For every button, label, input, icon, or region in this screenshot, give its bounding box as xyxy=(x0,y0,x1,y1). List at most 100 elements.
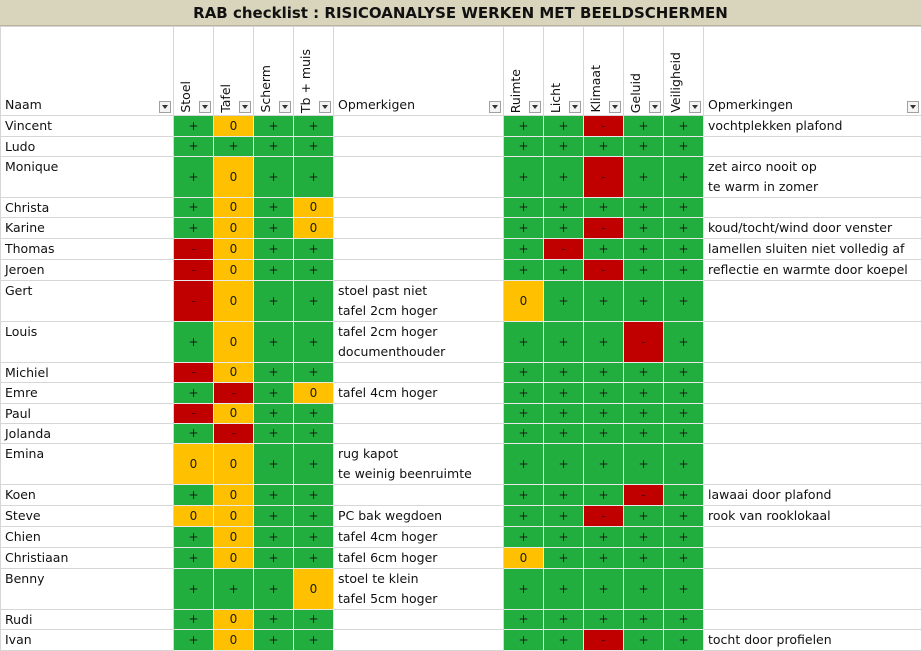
status-cell: + xyxy=(664,548,704,569)
status-cell: 0 xyxy=(214,404,254,424)
name-cell: Chien xyxy=(1,527,174,548)
column-header: Ruimte xyxy=(504,27,544,116)
status-cell: + xyxy=(504,610,544,630)
filter-button[interactable] xyxy=(569,101,581,113)
remark-cell: koud/tocht/wind door venster xyxy=(704,218,921,239)
status-cell: + xyxy=(664,137,704,157)
remark-cell: PC bak wegdoen xyxy=(334,506,504,527)
status-cell: + xyxy=(254,383,294,404)
filter-button[interactable] xyxy=(319,101,331,113)
filter-button[interactable] xyxy=(279,101,291,113)
status-cell: + xyxy=(544,383,584,404)
status-cell: + xyxy=(544,322,584,363)
empty-cell xyxy=(704,137,921,157)
status-cell: + xyxy=(664,218,704,239)
column-header: Stoel xyxy=(174,27,214,116)
status-cell: 0 xyxy=(214,260,254,281)
data-row: Karine+0+0++-++koud/tocht/wind door vens… xyxy=(1,218,921,239)
status-cell: + xyxy=(174,157,214,198)
status-cell: + xyxy=(504,137,544,157)
empty-cell xyxy=(334,260,504,281)
filter-button[interactable] xyxy=(649,101,661,113)
status-cell: + xyxy=(624,506,664,527)
status-cell: + xyxy=(624,444,664,485)
status-cell: 0 xyxy=(214,548,254,569)
filter-button[interactable] xyxy=(609,101,621,113)
filter-button[interactable] xyxy=(199,101,211,113)
status-cell: + xyxy=(584,383,624,404)
empty-cell xyxy=(334,424,504,444)
empty-cell xyxy=(704,198,921,218)
empty-cell xyxy=(334,363,504,383)
status-cell: + xyxy=(254,363,294,383)
status-cell: 0 xyxy=(214,218,254,239)
status-cell: + xyxy=(664,116,704,137)
status-cell: + xyxy=(624,157,664,198)
status-cell: - xyxy=(624,485,664,506)
column-label: Klimaat xyxy=(589,65,603,113)
status-cell: + xyxy=(174,485,214,506)
filter-button[interactable] xyxy=(239,101,251,113)
status-cell: + xyxy=(624,137,664,157)
column-label: Geluid xyxy=(629,73,643,113)
status-cell: + xyxy=(294,485,334,506)
status-cell: + xyxy=(294,281,334,322)
status-cell: + xyxy=(624,363,664,383)
status-cell: 0 xyxy=(214,630,254,651)
empty-cell xyxy=(704,404,921,424)
status-cell: - xyxy=(174,239,214,260)
remark-line: tafel 2cm hoger xyxy=(338,322,503,342)
remark-line: rug kapot xyxy=(338,444,503,464)
status-cell: 0 xyxy=(214,239,254,260)
status-cell: + xyxy=(544,485,584,506)
empty-cell xyxy=(334,157,504,198)
status-cell: + xyxy=(664,404,704,424)
status-cell: + xyxy=(254,116,294,137)
filter-button[interactable] xyxy=(907,101,919,113)
status-cell: + xyxy=(544,444,584,485)
status-cell: + xyxy=(174,424,214,444)
column-label: Naam xyxy=(5,97,173,113)
status-cell: + xyxy=(584,548,624,569)
filter-button[interactable] xyxy=(489,101,501,113)
data-row: Koen+0+++++-+lawaai door plafond xyxy=(1,485,921,506)
empty-cell xyxy=(334,218,504,239)
remark-cell: lawaai door plafond xyxy=(704,485,921,506)
status-cell: + xyxy=(504,157,544,198)
status-cell: + xyxy=(174,322,214,363)
status-cell: + xyxy=(544,137,584,157)
data-row: Vincent+0++++-++vochtplekken plafond xyxy=(1,116,921,137)
filter-button[interactable] xyxy=(689,101,701,113)
status-cell: + xyxy=(624,383,664,404)
data-row: Chien+0++tafel 4cm hoger+++++ xyxy=(1,527,921,548)
filter-button[interactable] xyxy=(529,101,541,113)
remark-line: PC bak wegdoen xyxy=(338,506,503,526)
status-cell: + xyxy=(254,218,294,239)
remark-line: te weinig beenruimte xyxy=(338,464,503,484)
status-cell: - xyxy=(174,260,214,281)
status-cell: + xyxy=(174,527,214,548)
column-label: Tafel xyxy=(219,84,233,113)
remark-line: zet airco nooit op xyxy=(708,157,921,177)
status-cell: + xyxy=(584,239,624,260)
filter-button[interactable] xyxy=(159,101,171,113)
status-cell: + xyxy=(544,610,584,630)
status-cell: + xyxy=(584,569,624,610)
name-cell: Ludo xyxy=(1,137,174,157)
status-cell: 0 xyxy=(504,281,544,322)
status-cell: + xyxy=(664,444,704,485)
status-cell: + xyxy=(504,363,544,383)
status-cell: - xyxy=(174,363,214,383)
empty-cell xyxy=(704,281,921,322)
name-cell: Rudi xyxy=(1,610,174,630)
